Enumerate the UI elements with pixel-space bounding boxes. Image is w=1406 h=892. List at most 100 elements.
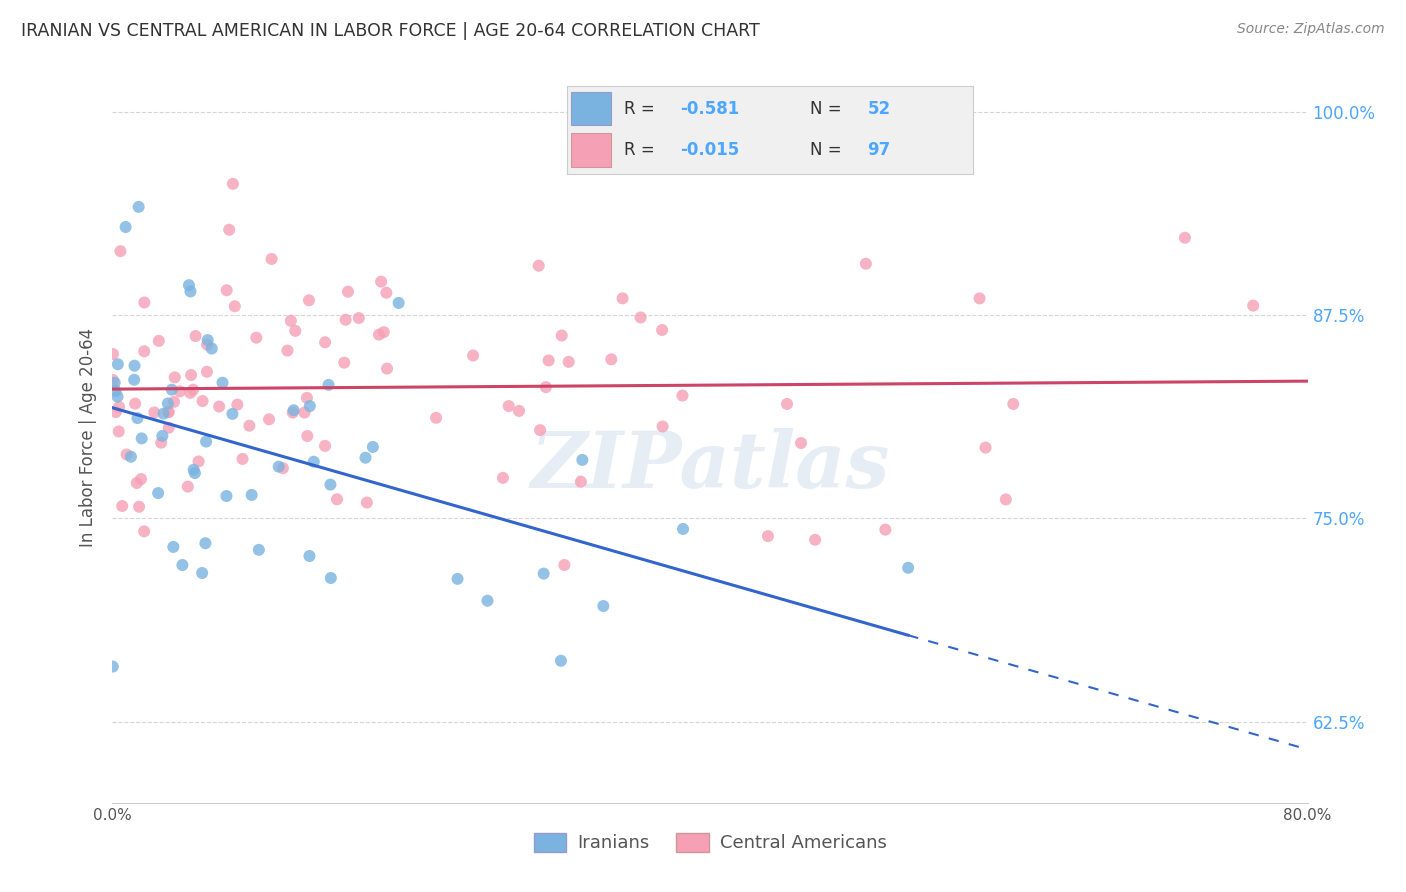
Point [347,311,370,326]
Point [388,296,411,310]
Point [163,394,186,409]
Point [110,244,132,259]
Point [318,378,340,392]
Point [231,452,253,467]
Point [319,571,342,585]
Point [152,407,174,421]
Point [101,347,124,361]
Point [373,325,395,339]
Point [128,200,150,214]
Point [425,410,447,425]
Point [756,529,779,543]
Point [191,566,214,580]
Point [131,431,153,445]
Point [221,407,243,421]
Point [180,368,202,382]
Point [553,558,575,572]
Point [492,471,515,485]
Point [527,259,550,273]
Point [537,353,560,368]
Point [177,480,200,494]
Point [111,499,134,513]
Point [177,278,200,293]
Point [215,283,238,297]
Point [298,399,321,413]
Point [195,337,218,351]
Point [651,419,673,434]
Point [571,453,593,467]
Point [191,394,214,409]
Point [1002,397,1025,411]
Point [127,411,149,425]
Point [508,404,530,418]
Point [550,654,572,668]
Point [333,356,356,370]
Point [104,376,127,390]
Point [122,373,145,387]
Point [247,542,270,557]
Point [184,329,207,343]
Point [183,463,205,477]
Point [120,450,142,464]
Point [969,292,991,306]
Point [245,331,267,345]
Point [172,558,194,572]
Point [108,400,131,414]
Point [897,560,920,574]
Point [1174,231,1197,245]
Point [875,523,897,537]
Point [115,447,138,461]
Point [134,524,156,539]
Point [224,299,246,313]
Text: IRANIAN VS CENTRAL AMERICAN IN LABOR FORCE | AGE 20-64 CORRELATION CHART: IRANIAN VS CENTRAL AMERICAN IN LABOR FOR… [21,22,759,40]
Point [215,489,238,503]
Point [368,327,391,342]
Point [295,391,318,405]
Point [375,361,398,376]
Point [128,500,150,514]
Point [208,400,231,414]
Point [651,323,673,337]
Point [461,349,484,363]
Point [146,486,169,500]
Point [195,434,218,449]
Point [157,405,180,419]
Point [477,593,499,607]
Point [222,177,245,191]
Point [314,439,336,453]
Point [160,383,183,397]
Point [179,385,201,400]
Point [194,536,217,550]
Point [134,344,156,359]
Point [612,291,634,305]
Point [197,333,219,347]
Point [114,219,136,234]
Point [240,488,263,502]
Point [257,412,280,426]
Point [671,388,693,402]
Point [150,429,173,443]
Point [134,295,156,310]
Point [218,223,240,237]
Point [148,334,170,348]
Legend: Iranians, Central Americans: Iranians, Central Americans [526,826,894,860]
Point [276,343,298,358]
Point [280,314,302,328]
Point [356,495,378,509]
Point [569,475,592,489]
Point [283,403,305,417]
Point [804,533,827,547]
Point [335,312,357,326]
Point [600,352,623,367]
Point [361,440,384,454]
Point [184,466,207,480]
Point [375,285,398,300]
Point [298,293,321,308]
Point [855,257,877,271]
Point [297,429,319,443]
Point [271,461,294,475]
Point [104,405,127,419]
Point [156,396,179,410]
Point [107,390,129,404]
Point [974,441,997,455]
